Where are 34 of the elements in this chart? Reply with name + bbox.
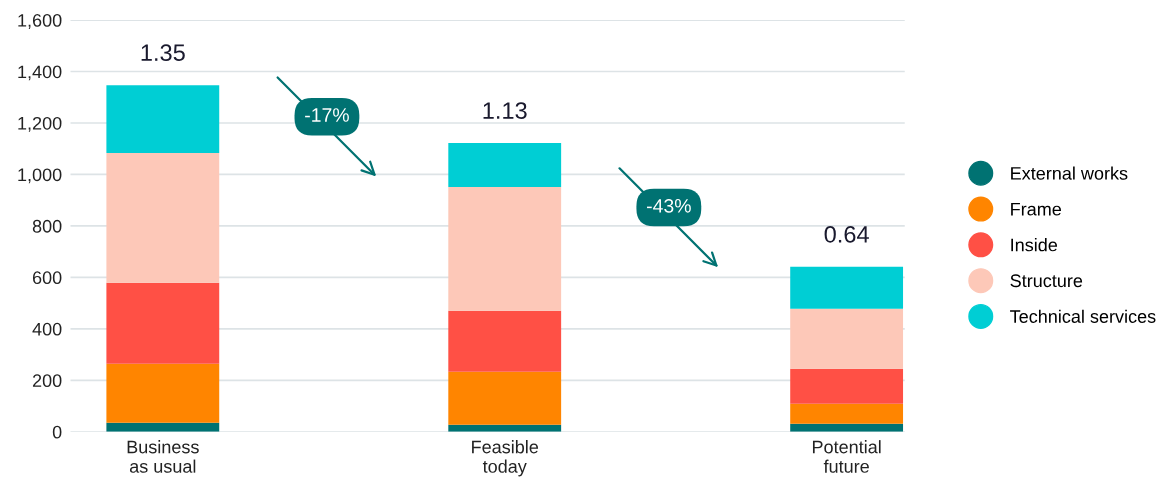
y-tick-label: 1,000: [18, 168, 62, 184]
bar: [448, 371, 562, 425]
annotation: 0.64: [824, 226, 869, 243]
bar: [106, 153, 220, 283]
y-tick-label: 600: [32, 271, 62, 285]
legend-label: Inside: [1011, 238, 1058, 252]
x-tick-label: Business as usual: [127, 440, 199, 473]
y-tick-label: 800: [32, 219, 62, 233]
bar: [448, 187, 562, 311]
bar: [106, 363, 220, 423]
bar: [790, 403, 904, 424]
bar: [106, 85, 220, 154]
x-tick-label: Feasible today: [472, 440, 539, 477]
y-tick-label: 400: [32, 322, 62, 336]
bar: [448, 310, 562, 372]
y-tick-label: 1,400: [18, 65, 62, 81]
legend-label: External works: [1011, 166, 1128, 180]
y-tick-label: 1,600: [18, 13, 62, 29]
legend-label: Structure: [1010, 274, 1083, 288]
bar: [790, 266, 904, 309]
bar: [448, 143, 562, 188]
annotation: 1.35: [141, 44, 185, 62]
bar: [790, 368, 904, 404]
legend-label: Frame: [1011, 202, 1062, 216]
annotation: -43%: [647, 198, 691, 213]
y-tick-label: 0: [52, 425, 62, 439]
y-tick-label: 1,200: [18, 116, 62, 132]
legend-label: Technical services: [1010, 309, 1156, 323]
bar: [790, 308, 904, 369]
x-tick-label: Potential future: [812, 440, 881, 473]
annotation: -17%: [305, 108, 349, 122]
bar: [106, 282, 220, 364]
annotation: 1.13: [483, 102, 527, 119]
y-tick-label: 200: [32, 374, 62, 388]
